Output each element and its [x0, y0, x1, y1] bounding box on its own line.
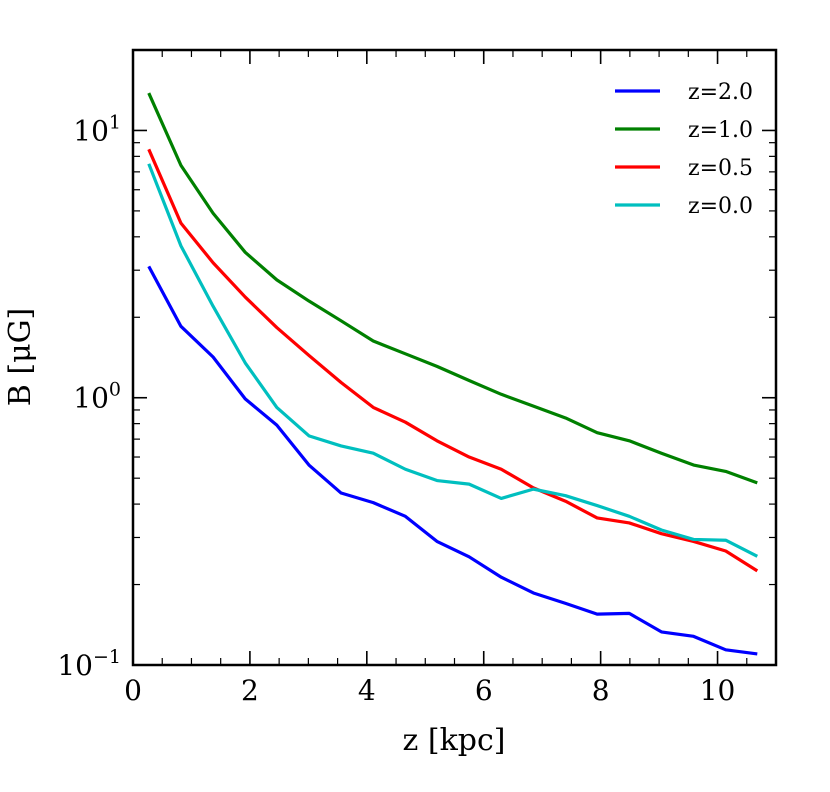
x-tick-label: 8 — [592, 674, 610, 707]
x-tick-label: 6 — [475, 674, 493, 707]
x-tick-label: 10 — [700, 674, 736, 707]
legend-label: z=1.0 — [688, 118, 753, 143]
series-line-z-0-5 — [147, 148, 759, 573]
legend: z=2.0 z=1.0 z=0.5 z=0.0 — [615, 80, 753, 219]
tick-labels: 0 2 4 6 8 10 10−1 100 101 — [57, 111, 735, 707]
y-tick-label: 10−1 — [57, 646, 121, 682]
legend-label: z=0.5 — [688, 156, 753, 181]
series-lines — [147, 92, 759, 656]
plot-frame — [131, 48, 778, 667]
axis-ticks — [132, 49, 777, 666]
y-tick-label: 100 — [73, 379, 121, 415]
x-tick-label: 0 — [124, 674, 142, 707]
x-tick-label: 2 — [241, 674, 259, 707]
x-tick-label: 4 — [358, 674, 376, 707]
series-line-z-1-0 — [147, 92, 758, 485]
legend-label: z=2.0 — [688, 80, 753, 105]
series-line-z-2-0 — [147, 265, 758, 656]
y-tick-label: 101 — [73, 111, 121, 147]
series-line-z-0-0 — [147, 163, 759, 558]
y-axis-label: B [μG] — [3, 308, 38, 406]
x-axis-label: z [kpc] — [403, 723, 506, 758]
legend-label: z=0.0 — [688, 194, 753, 219]
